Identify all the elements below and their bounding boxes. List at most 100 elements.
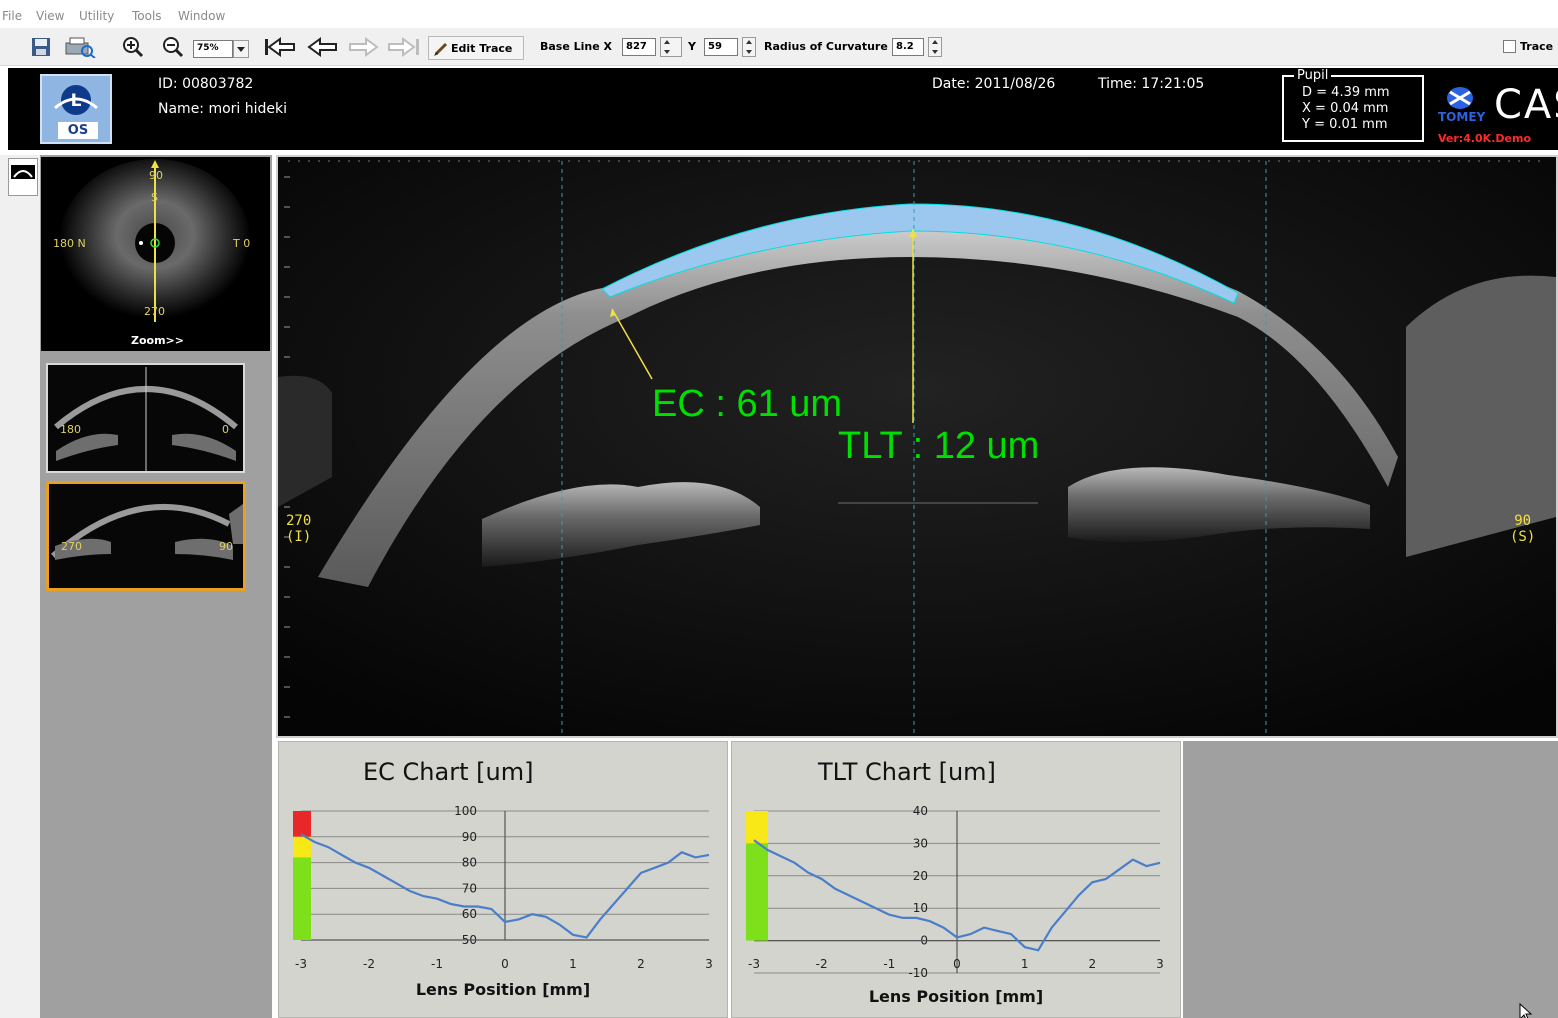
toolbar: 75% Edit Trace Base Line X 827 Y 59 Radi… (0, 28, 1558, 66)
tlt-series-line (753, 839, 1161, 952)
eye-photo (41, 157, 270, 351)
first-frame-icon (265, 37, 295, 57)
ec-ytick-label: 90 (462, 830, 477, 844)
radius-spinner[interactable] (928, 37, 942, 57)
menu-window[interactable]: Window (178, 9, 226, 23)
edit-trace-label: Edit Trace (451, 41, 513, 55)
tlt-ytick-label: -10 (908, 966, 928, 980)
side-strip (0, 155, 40, 1018)
left-marker-degree: 270 (286, 513, 312, 529)
eye-side-badge: L OS (40, 74, 112, 144)
last-frame-button[interactable] (386, 34, 422, 60)
photo-label-i: I (153, 283, 157, 296)
right-marker-side: (S) (1510, 529, 1536, 545)
left-orientation-marker: 270 (I) (286, 513, 311, 545)
tlt-xtick-label: 0 (953, 957, 961, 971)
tlt-ytick-label: 40 (913, 804, 928, 818)
next-frame-button[interactable] (346, 34, 380, 60)
menu-tools[interactable]: Tools (132, 9, 162, 23)
save-icon (32, 38, 50, 56)
tlt-xtick-label: -2 (816, 957, 828, 971)
ec-xtick-label: 3 (705, 957, 713, 971)
tlt-ytick-label: 30 (913, 836, 928, 850)
ec-band-red (293, 811, 311, 837)
scan-1-preview (48, 365, 243, 471)
edit-trace-button[interactable]: Edit Trace (428, 36, 524, 60)
base-line-x-scroll[interactable] (660, 37, 682, 57)
ec-ytick-label: 60 (462, 907, 477, 921)
tlt-ytick-label: 20 (913, 869, 928, 883)
oct-image-view[interactable]: EC : 61 um TLT : 12 um 270 (I) 90 (S) (276, 155, 1558, 738)
anterior-segment-icon (11, 165, 35, 179)
last-frame-icon (388, 37, 419, 57)
tlt-band-yellow (746, 811, 768, 844)
ec-xtick-label: 0 (501, 957, 509, 971)
mouse-cursor-icon (1519, 1003, 1533, 1018)
zoom-out-icon (163, 37, 184, 58)
previous-frame-button[interactable] (306, 34, 340, 60)
radius-input[interactable]: 8.2 (892, 38, 924, 56)
pupil-d: D = 4.39 mm (1302, 85, 1390, 100)
zoom-dropdown-button[interactable] (233, 40, 249, 58)
eye-letter: L (71, 91, 82, 111)
tlt-ytick-label: 10 (913, 901, 928, 915)
arrow-left-icon (307, 37, 337, 57)
anterior-photo-thumbnail[interactable]: 90 S 180 N T 0 I 270 Zoom>> (41, 157, 270, 351)
pupil-x: X = 0.04 mm (1302, 101, 1389, 116)
eye-side-label: OS (58, 122, 98, 139)
arrow-right-icon (349, 37, 379, 57)
chevron-down-icon (237, 47, 245, 52)
trace-checkbox[interactable] (1503, 40, 1516, 53)
brand-logo: TOMEY CASIA Ver:4.0K.Demo (1436, 80, 1558, 145)
tlt-xtick-label: -1 (883, 957, 895, 971)
scan-2-preview (49, 484, 243, 588)
print-preview-button[interactable] (60, 34, 100, 60)
patient-header: L OS ID: 00803782 Name: mori hideki Date… (8, 68, 1558, 150)
print-preview-icon (65, 37, 96, 58)
scan-1-right-label: 0 (222, 423, 229, 436)
right-marker-degree: 90 (1514, 513, 1532, 529)
ec-ytick-label: 100 (454, 804, 477, 818)
menu-file[interactable]: File (2, 9, 23, 23)
zoom-link[interactable]: Zoom>> (131, 334, 184, 347)
save-button[interactable] (28, 34, 54, 60)
photo-label-right: T 0 (233, 237, 251, 250)
pupil-info: Pupil D = 4.39 mm X = 0.04 mm Y = 0.01 m… (1282, 68, 1424, 142)
tlt-xtick-label: -3 (748, 957, 760, 971)
zoom-in-button[interactable] (120, 34, 146, 60)
scan-mode-button[interactable] (8, 158, 38, 196)
zoom-in-icon (123, 37, 144, 58)
patient-id: ID: 00803782 (158, 76, 254, 92)
menu-utility[interactable]: Utility (79, 9, 115, 23)
zoom-out-button[interactable] (160, 34, 186, 60)
menu-bar: File View Utility Tools Window (0, 0, 1558, 24)
pupil-y: Y = 0.01 mm (1302, 117, 1388, 132)
photo-label-bottom: 270 (144, 305, 165, 318)
ec-xtick-label: -3 (295, 957, 307, 971)
zoom-select[interactable]: 75% (193, 40, 233, 58)
y-spinner[interactable] (742, 37, 756, 57)
tlt-band-green (746, 843, 768, 941)
trace-label: Trace (1520, 40, 1554, 53)
tlt-chart-panel: TLT Chart [um] -10 0 10 20 30 40 -3 -2 -1 0 1 2 3 Le… (731, 741, 1181, 1018)
scan-thumbnail-2-selected[interactable]: 270 90 (46, 481, 246, 591)
scan-thumbnail-1[interactable]: 180 0 (46, 363, 245, 473)
photo-label-left: 180 N (53, 237, 86, 250)
first-frame-button[interactable] (262, 34, 298, 60)
menu-view[interactable]: View (36, 9, 65, 23)
right-orientation-marker: 90 (S) (1510, 513, 1535, 545)
y-input[interactable]: 59 (704, 38, 738, 56)
ec-xtick-label: 2 (637, 957, 645, 971)
tlt-xtick-label: 1 (1021, 957, 1029, 971)
empty-panel (1183, 741, 1558, 1018)
base-line-x-input[interactable]: 827 (622, 38, 656, 56)
radius-label: Radius of Curvature (764, 40, 888, 53)
ec-chart-xlabel: Lens Position [mm] (415, 980, 591, 999)
tlt-xtick-label: 3 (1156, 957, 1164, 971)
scan-2-right-label: 90 (219, 540, 233, 553)
ec-chart-title: EC Chart [um] (363, 758, 534, 786)
pupil-legend: Pupil (1294, 68, 1332, 83)
ec-band-yellow (293, 836, 311, 858)
